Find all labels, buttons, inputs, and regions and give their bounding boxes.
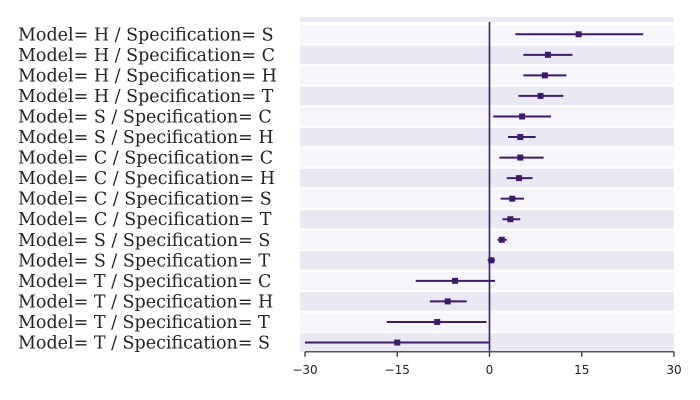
row-band	[300, 86, 674, 106]
x-tick-label: −15	[385, 363, 410, 377]
row-band	[300, 66, 674, 85]
row-label: Model= C / Specification= T	[18, 210, 272, 230]
estimate-marker	[434, 318, 441, 325]
estimate-marker	[452, 277, 459, 284]
row-band	[300, 148, 674, 167]
row-label: Model= H / Specification= C	[18, 46, 275, 66]
estimate-marker	[544, 51, 551, 58]
row-band	[300, 312, 674, 332]
estimate-marker	[394, 339, 401, 346]
row-band	[300, 209, 674, 229]
row-band	[300, 189, 674, 208]
row-label: Model= H / Specification= H	[18, 66, 277, 86]
x-tick-label: 0	[486, 363, 494, 377]
row-band	[300, 127, 674, 147]
row-band	[300, 230, 674, 250]
row-band	[300, 25, 674, 44]
x-tick-label: 30	[666, 363, 681, 377]
row-label: Model= C / Specification= H	[18, 169, 275, 189]
row-label: Model= T / Specification= S	[18, 334, 270, 354]
estimate-marker	[537, 92, 544, 99]
estimate-marker	[519, 113, 526, 120]
row-band	[300, 168, 674, 188]
row-label: Model= S / Specification= C	[18, 107, 272, 127]
row-band	[300, 107, 674, 126]
row-band	[300, 251, 674, 270]
estimate-marker	[498, 236, 505, 243]
estimate-marker	[517, 154, 524, 161]
row-bands	[300, 17, 674, 352]
estimate-marker	[517, 134, 524, 141]
x-tick-label: −30	[292, 363, 317, 377]
estimate-marker	[541, 72, 548, 79]
row-label: Model= C / Specification= C	[18, 149, 273, 169]
row-label: Model= T / Specification= T	[18, 313, 270, 333]
row-band	[300, 45, 674, 65]
estimate-marker	[507, 216, 514, 223]
estimate-marker	[444, 298, 451, 305]
row-label: Model= S / Specification= S	[18, 231, 270, 251]
estimates	[305, 31, 644, 346]
row-label: Model= S / Specification= H	[18, 128, 274, 148]
estimate-marker	[516, 175, 523, 182]
x-tick-label: 15	[574, 363, 589, 377]
row-label: Model= T / Specification= H	[18, 292, 273, 312]
row-label: Model= C / Specification= S	[18, 190, 272, 210]
estimate-marker	[575, 31, 582, 38]
top-band	[300, 17, 674, 22]
estimate-marker	[488, 257, 495, 264]
row-label: Model= H / Specification= S	[18, 25, 274, 45]
x-axis: −30 −15 0 15 30	[292, 351, 682, 377]
row-label: Model= H / Specification= T	[18, 87, 274, 107]
row-band	[300, 292, 674, 311]
estimate-marker	[509, 195, 516, 202]
row-label: Model= S / Specification= T	[18, 251, 270, 271]
row-label: Model= T / Specification= C	[18, 272, 271, 292]
